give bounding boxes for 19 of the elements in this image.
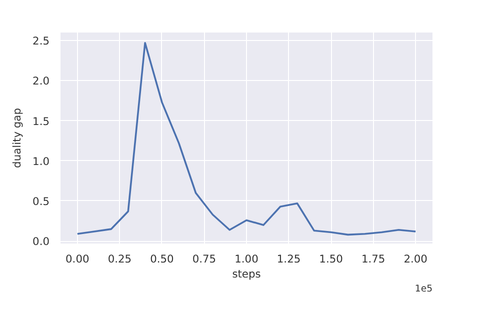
y-tick-label: 0.5: [32, 194, 50, 208]
x-tick-label: 1.50: [319, 252, 344, 266]
line-series: [76, 42, 416, 236]
x-axis-title: steps: [232, 268, 262, 280]
y-tick-label: 1.5: [32, 114, 50, 128]
x-tick-label: 1.25: [276, 252, 301, 266]
x-tick-label: 0.25: [108, 252, 132, 266]
x-tick-label: 0.75: [192, 252, 216, 266]
x-tick-label: 2.00: [404, 252, 428, 266]
x-tick-label: 1.00: [234, 252, 259, 266]
y-tick-label: 1.0: [32, 154, 50, 168]
y-axis-title: duality gap: [10, 108, 24, 168]
x-tick-label: 0.00: [66, 252, 90, 266]
text: 1e5: [414, 284, 433, 294]
y-tick-label: 2.0: [32, 74, 50, 88]
y-tick-label: 2.5: [32, 34, 50, 48]
x-tick-label: 0.50: [150, 252, 174, 266]
x-tick-label: 1.75: [361, 252, 386, 266]
y-tick-label: 0.0: [32, 235, 50, 248]
